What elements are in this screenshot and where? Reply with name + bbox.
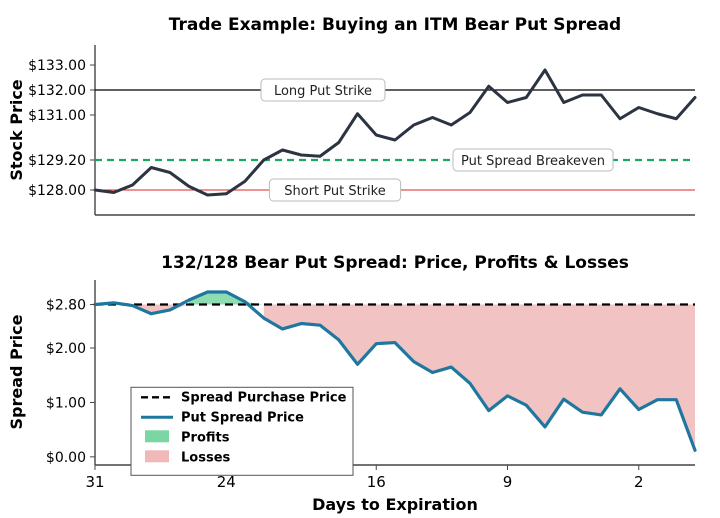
xtick-label: 2 (634, 473, 644, 491)
bot-ytick-label: $0.00 (46, 450, 86, 466)
legend-label: Losses (181, 450, 231, 465)
top-ytick-label: $128.00 (28, 183, 86, 199)
legend-marker (145, 430, 169, 442)
ref-label-1: Put Spread Breakeven (461, 154, 605, 169)
ref-label-2: Short Put Strike (284, 184, 385, 199)
ref-label-0: Long Put Strike (274, 84, 372, 99)
xtick-label: 9 (503, 473, 513, 491)
bot-ytick-label: $2.00 (46, 341, 86, 357)
top-ytick-label: $131.00 (28, 108, 86, 124)
legend-label: Spread Purchase Price (181, 390, 347, 405)
xtick-label: 31 (85, 473, 104, 491)
top-ytick-label: $129.20 (28, 153, 86, 169)
legend-marker (145, 450, 169, 462)
top-ytick-label: $133.00 (28, 58, 86, 74)
top-ytick-label: $132.00 (28, 83, 86, 99)
bot-ytick-label: $1.00 (46, 395, 86, 411)
legend-label: Put Spread Price (181, 410, 304, 425)
xtick-label: 16 (367, 473, 386, 491)
bot-ytick-label: $2.80 (46, 297, 86, 313)
stock-price-line (95, 70, 695, 195)
legend-label: Profits (181, 430, 230, 445)
